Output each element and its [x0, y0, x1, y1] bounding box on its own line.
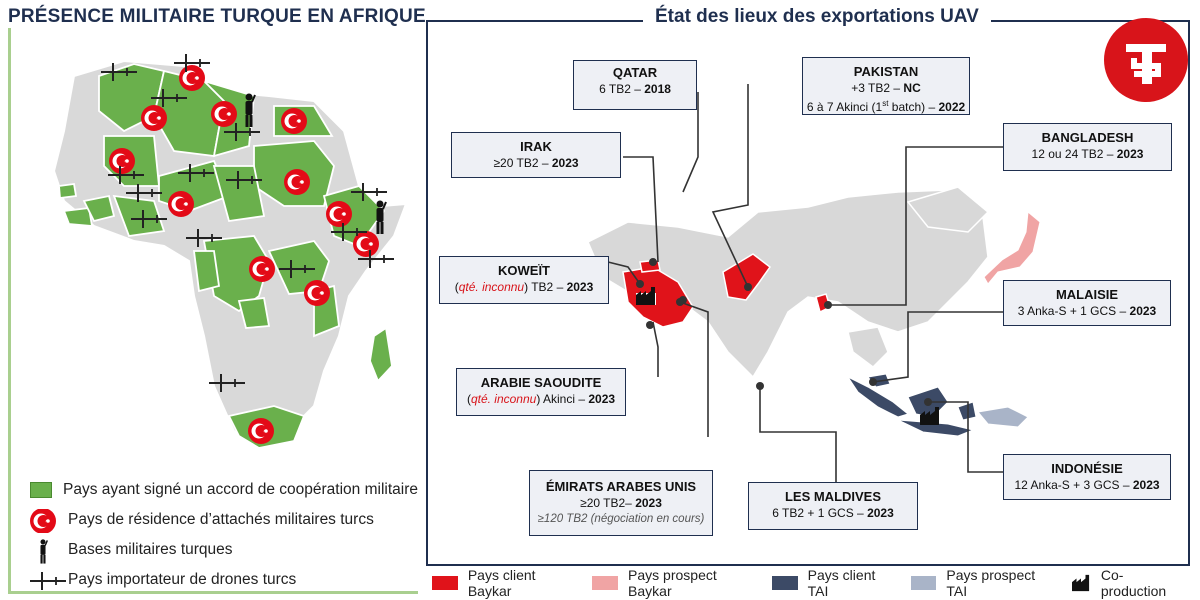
malaisie-detail: 3 Anka-S + 1 GCS – 2023 — [1017, 304, 1157, 318]
country-irak: IRAK — [520, 139, 552, 154]
country-koweit: KOWEÏT — [498, 263, 550, 278]
country-pakistan: PAKISTAN — [853, 64, 919, 79]
country-emirats: ÉMIRATS ARABES UNIS — [545, 479, 697, 494]
green-square-icon — [30, 482, 52, 498]
legend-item-bases: Bases militaires turques — [28, 535, 418, 565]
box-emirats: ÉMIRATS ARABES UNIS ≥20 TB2– 2023 ≥120 T… — [529, 470, 713, 536]
legend-item-baykar-client: Pays client Baykar — [432, 567, 574, 599]
legend-item-drones: Pays importateur de drones turcs — [28, 565, 418, 595]
bangladesh-detail: 12 ou 24 TB2 – 2023 — [1031, 147, 1144, 161]
box-irak: IRAK ≥20 TB2 – 2023 — [451, 132, 621, 178]
country-bangladesh: BANGLADESH — [1041, 130, 1134, 145]
box-koweit: KOWEÏT (qté. inconnu) TB2 – 2023 — [439, 256, 609, 304]
box-maldives: LES MALDIVES 6 TB2 + 1 GCS – 2023 — [748, 482, 918, 530]
box-pakistan: PAKISTAN +3 TB2 – NC 6 à 7 Akinci (1st b… — [802, 57, 970, 115]
maldives-detail: 6 TB2 + 1 GCS – 2023 — [772, 506, 894, 520]
country-qatar: QATAR — [612, 65, 658, 80]
turkish-flag-icon — [30, 508, 56, 534]
pakistan-detail-1: +3 TB2 – NC — [851, 81, 921, 95]
uav-title: État des lieux des exportations UAV — [643, 6, 991, 28]
flag-icon — [211, 101, 237, 127]
tai-prospects — [977, 406, 1029, 428]
legend-item-coproduction: Co-production — [1069, 567, 1182, 599]
cooperation-countries — [58, 63, 393, 449]
legend-label: Pays importateur de drones turcs — [68, 571, 297, 588]
japan-prospect — [983, 211, 1041, 285]
connector-lines — [607, 84, 1006, 482]
legend-label: Pays ayant signé un accord de coopératio… — [63, 481, 418, 498]
swatch-tai-client — [771, 576, 798, 590]
flag-icon — [281, 108, 307, 134]
factory-icon — [1071, 574, 1089, 592]
legend-label: Bases militaires turques — [68, 541, 233, 558]
box-indonesie: INDONÉSIE 12 Anka-S + 3 GCS – 2023 — [1003, 454, 1171, 500]
arabie-detail: (qté. inconnu) Akinci – 2023 — [466, 392, 616, 406]
country-indonesie: INDONÉSIE — [1051, 461, 1123, 476]
uav-legend: Pays client Baykar Pays prospect Baykar … — [432, 567, 1200, 599]
flag-icon — [249, 256, 275, 282]
flag-icon — [326, 201, 352, 227]
drone-icon — [29, 571, 67, 591]
flag-icon — [304, 280, 330, 306]
africa-title: PRÉSENCE MILITAIRE TURQUE EN AFRIQUE — [8, 6, 432, 28]
left-panel-frame — [8, 18, 418, 594]
irak-detail: ≥20 TB2 – 2023 — [493, 156, 579, 170]
ts-logo-icon — [1104, 18, 1188, 102]
legend-item-tai-client: Pays client TAI — [771, 567, 893, 599]
africa-legend: Pays ayant signé un accord de coopératio… — [28, 475, 418, 595]
flag-icon — [141, 105, 167, 131]
africa-map — [52, 53, 408, 449]
flag-icon — [284, 169, 310, 195]
box-qatar: QATAR 6 TB2 – 2018 — [573, 60, 697, 110]
qatar-detail: 6 TB2 – 2018 — [599, 82, 671, 96]
emirats-note: ≥120 TB2 (négociation en cours) — [537, 513, 705, 525]
tai-clients — [846, 373, 977, 437]
flag-icon — [109, 148, 135, 174]
asia-landmass — [587, 186, 990, 379]
legend-item-cooperation: Pays ayant signé un accord de coopératio… — [28, 475, 418, 505]
box-malaisie: MALAISIE 3 Anka-S + 1 GCS – 2023 — [1003, 280, 1171, 326]
world-map — [587, 84, 1041, 482]
pakistan-detail-2: 6 à 7 Akinci (1st batch) – 2022 — [806, 99, 966, 114]
swatch-baykar-prospect — [592, 576, 619, 590]
flag-icon — [179, 65, 205, 91]
indonesie-detail: 12 Anka-S + 3 GCS – 2023 — [1014, 478, 1160, 492]
country-arabie: ARABIE SAOUDITE — [480, 375, 602, 390]
legend-item-tai-prospect: Pays prospect TAI — [910, 567, 1051, 599]
factory-icon — [920, 407, 939, 425]
legend-item-attaches: Pays de résidence d’attachés militaires … — [28, 505, 418, 535]
flag-icon — [248, 418, 274, 444]
swatch-baykar-client — [432, 576, 458, 590]
swatch-tai-prospect — [910, 576, 937, 590]
flag-icon — [168, 191, 194, 217]
legend-label: Pays de résidence d’attachés militaires … — [68, 511, 374, 528]
koweit-detail: (qté. inconnu) TB2 – 2023 — [454, 280, 594, 294]
box-arabie: ARABIE SAOUDITE (qté. inconnu) Akinci – … — [456, 368, 626, 416]
soldier-icon — [39, 538, 49, 565]
country-maldives: LES MALDIVES — [784, 489, 882, 504]
connector-dots — [636, 258, 932, 406]
country-malaisie: MALAISIE — [1055, 287, 1119, 302]
emirats-detail: ≥20 TB2– 2023 — [580, 496, 662, 510]
box-bangladesh: BANGLADESH 12 ou 24 TB2 – 2023 — [1003, 123, 1172, 171]
factory-icon — [636, 287, 656, 305]
legend-item-baykar-prospect: Pays prospect Baykar — [592, 567, 754, 599]
